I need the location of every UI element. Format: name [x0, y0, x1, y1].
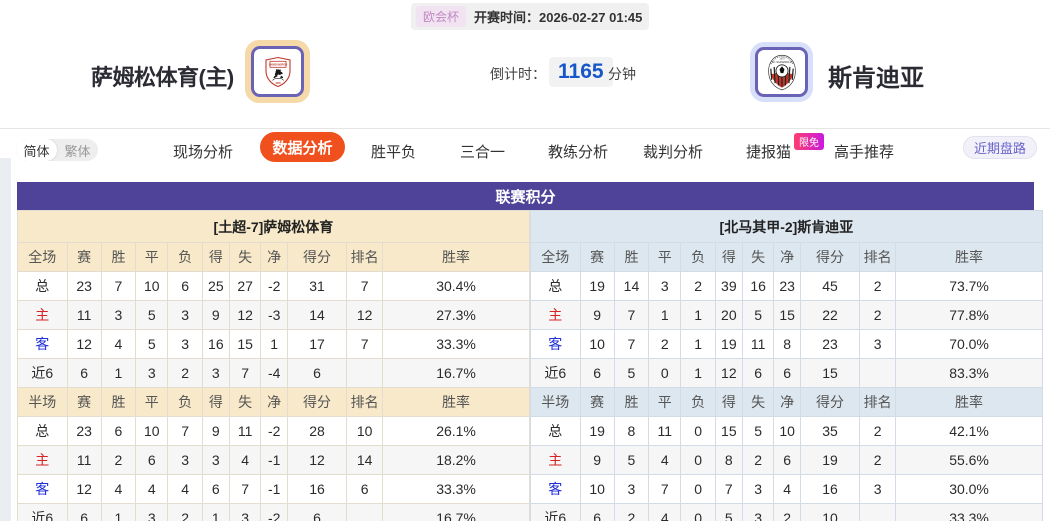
svg-text:SAMSUNSPOR: SAMSUNSPOR [268, 62, 287, 66]
svg-text:1965: 1965 [275, 82, 281, 85]
svg-text:1979: 1979 [779, 59, 785, 61]
